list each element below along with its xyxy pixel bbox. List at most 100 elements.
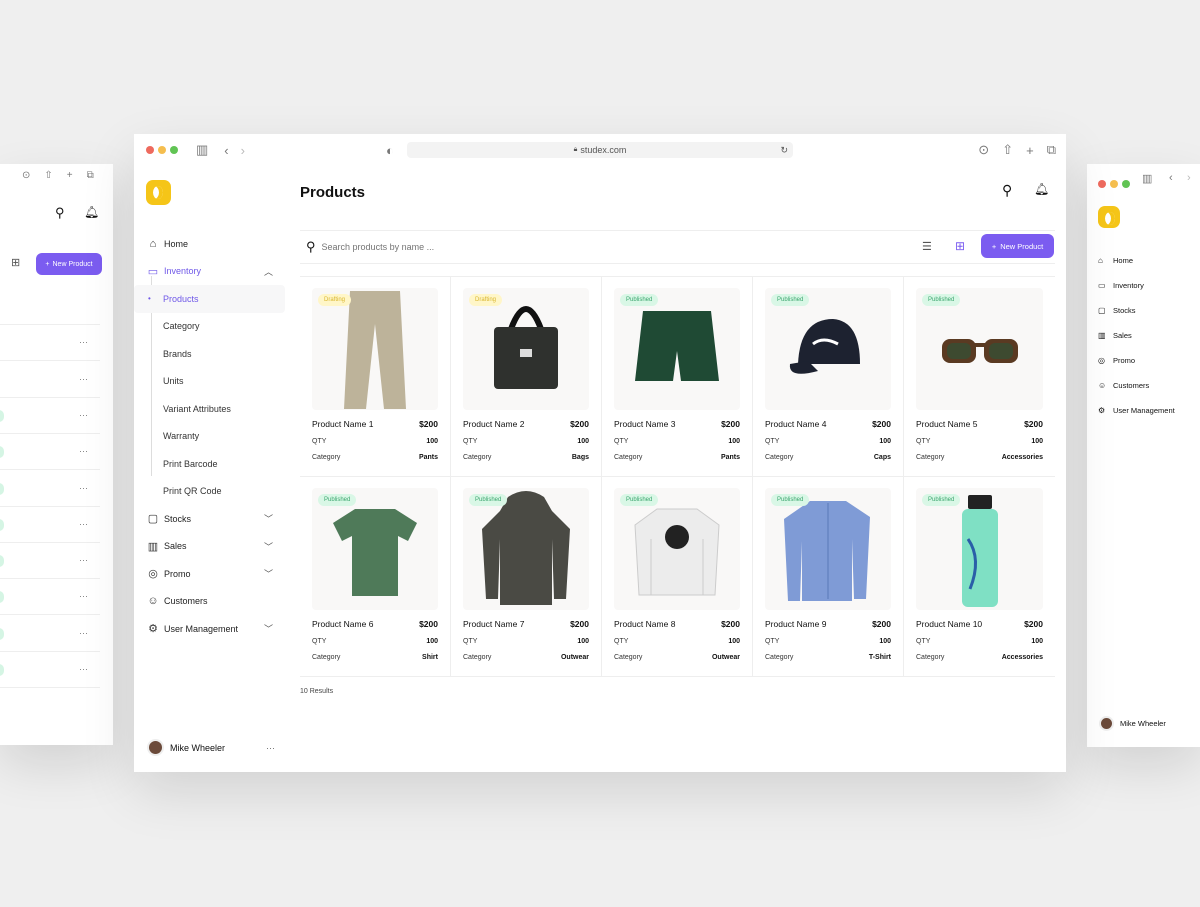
- more-icon[interactable]: ···: [79, 337, 88, 348]
- sidebar-item-label: Units: [163, 376, 184, 387]
- new-product-button[interactable]: + New Product: [981, 234, 1054, 258]
- table-row[interactable]: ···: [0, 543, 100, 580]
- logo: [1098, 206, 1120, 228]
- grid-view-icon[interactable]: ⊞: [955, 239, 966, 253]
- more-icon[interactable]: ···: [79, 555, 88, 566]
- reload-icon[interactable]: ↻: [780, 144, 788, 155]
- product-card[interactable]: Published Product Name 7 $200 QTY 100 Cate…: [451, 477, 602, 677]
- more-icon[interactable]: ···: [79, 482, 88, 493]
- sidebar-item-home[interactable]: ⌂ Home: [134, 230, 285, 258]
- more-icon[interactable]: ···: [79, 409, 88, 420]
- more-icon[interactable]: ···: [79, 664, 88, 674]
- sidebar-item-variant-attributes[interactable]: Variant Attributes: [134, 395, 285, 423]
- more-icon[interactable]: ···: [266, 742, 275, 753]
- table-row[interactable]: [0, 289, 100, 325]
- sidebar-toggle-icon[interactable]: ▥: [1142, 173, 1153, 185]
- sidebar-item-category[interactable]: Category: [134, 313, 285, 341]
- shield-icon[interactable]: ◐: [386, 143, 394, 158]
- tabs-icon[interactable]: ⧉: [86, 170, 94, 181]
- sidebar-item-print-barcode[interactable]: Print Barcode: [134, 450, 285, 478]
- chevron-down-icon[interactable]: ﹀: [263, 624, 273, 635]
- back-icon[interactable]: ‹: [1169, 172, 1173, 184]
- sidebar-item-promo[interactable]: ◎ Promo: [1087, 348, 1200, 373]
- sidebar-item-print-qr-code[interactable]: Print QR Code: [134, 478, 285, 506]
- list-view-icon[interactable]: ☰: [922, 241, 932, 253]
- search-icon[interactable]: ⚲: [1002, 182, 1013, 198]
- product-card[interactable]: Drafting Product Name 1 $200 QTY 100 Categ…: [300, 277, 451, 477]
- new-tab-icon[interactable]: +: [66, 170, 73, 181]
- more-icon[interactable]: ···: [79, 518, 88, 529]
- table-row[interactable]: ···: [0, 579, 100, 616]
- sidebar-item-user-management[interactable]: ⚙ User Management: [1087, 398, 1200, 423]
- search-input[interactable]: [321, 242, 722, 252]
- sidebar-item-user-management[interactable]: ⚙ User Management ﹀: [134, 615, 285, 643]
- table-row[interactable]: ···: [0, 362, 100, 398]
- table-row[interactable]: ···: [0, 325, 100, 362]
- back-icon[interactable]: ‹: [224, 142, 229, 158]
- product-image: Published: [614, 488, 740, 610]
- table-row[interactable]: ···: [0, 507, 100, 543]
- table-row[interactable]: ···: [0, 434, 100, 471]
- chevron-up-icon[interactable]: ︿: [263, 266, 273, 277]
- qty-value: 100: [728, 438, 740, 445]
- sidebar-item-customers[interactable]: ☺ Customers: [134, 588, 285, 616]
- product-price: $200: [570, 419, 589, 429]
- search-icon[interactable]: ⚲: [55, 205, 65, 220]
- sidebar-item-brands[interactable]: Brands: [134, 340, 285, 368]
- sidebar-item-units[interactable]: Units: [134, 368, 285, 396]
- sidebar-toggle-icon[interactable]: ▥: [196, 142, 209, 157]
- user-profile[interactable]: Mike Wheeler ···: [147, 739, 275, 756]
- sidebar-item-products[interactable]: • Products: [134, 285, 285, 313]
- sidebar-item-home[interactable]: ⌂ Home: [1087, 248, 1200, 273]
- more-icon[interactable]: ···: [79, 591, 88, 602]
- table-row[interactable]: ···: [0, 652, 100, 688]
- user-profile[interactable]: Mike Wheeler: [1099, 716, 1166, 731]
- forward-icon[interactable]: ›: [1187, 172, 1191, 184]
- new-tab-icon[interactable]: +: [1026, 142, 1034, 158]
- sidebar-item-promo[interactable]: ◎ Promo ﹀: [134, 560, 285, 588]
- product-card[interactable]: Published Product Name 5 $200 QTY 100 Cate…: [904, 277, 1055, 477]
- product-price: $200: [570, 619, 589, 629]
- share-icon[interactable]: ⇧: [1002, 142, 1014, 157]
- sidebar-item-customers[interactable]: ☺ Customers: [1087, 373, 1200, 398]
- forward-icon[interactable]: ›: [240, 142, 245, 158]
- tabs-icon[interactable]: ⧉: [1046, 142, 1056, 157]
- table-row[interactable]: ···: [0, 398, 100, 434]
- more-icon[interactable]: ···: [79, 446, 88, 457]
- download-icon[interactable]: ⊙: [978, 142, 990, 157]
- archive-icon: ▭: [147, 265, 159, 278]
- address-bar[interactable]: 🔒︎ studex.com ↻: [407, 142, 793, 158]
- new-product-button[interactable]: + New Product: [36, 253, 102, 275]
- chevron-down-icon[interactable]: ﹀: [263, 514, 273, 525]
- sidebar-item-stocks[interactable]: ▢ Stocks: [1087, 298, 1200, 323]
- chevron-down-icon[interactable]: ﹀: [263, 569, 273, 580]
- sidebar-item-inventory[interactable]: ▭ Inventory ︿: [134, 258, 285, 286]
- product-card[interactable]: Published Product Name 3 $200 QTY 100 Cate…: [602, 277, 753, 477]
- product-card[interactable]: Published Product Name 8 $200 QTY 100 Cate…: [602, 477, 753, 677]
- bell-icon[interactable]: 🔔︎: [1034, 182, 1050, 196]
- sidebar-item-sales[interactable]: ▥ Sales ﹀: [134, 533, 285, 561]
- table-row[interactable]: ···: [0, 616, 100, 652]
- product-card[interactable]: Published Product Name 10 $200 QTY 100 Cat…: [904, 477, 1055, 677]
- bell-icon[interactable]: 🔔︎: [84, 205, 100, 219]
- sidebar-item-inventory[interactable]: ▭ Inventory: [1087, 273, 1200, 298]
- minimize-button[interactable]: [158, 146, 166, 154]
- sidebar-item-warranty[interactable]: Warranty: [134, 423, 285, 451]
- table-row[interactable]: ···: [0, 471, 100, 507]
- more-icon[interactable]: ···: [79, 627, 88, 638]
- download-icon[interactable]: ⊙: [22, 170, 31, 181]
- product-card[interactable]: Published Product Name 9 $200 QTY 100 Cate…: [753, 477, 904, 677]
- sidebar-item-sales[interactable]: ▥ Sales: [1087, 323, 1200, 348]
- chevron-down-icon[interactable]: ﹀: [263, 541, 273, 552]
- product-card[interactable]: Drafting Product Name 2 $200 QTY 100 Categ…: [451, 277, 602, 477]
- maximize-button[interactable]: [170, 146, 178, 154]
- share-icon[interactable]: ⇧: [44, 170, 53, 181]
- product-card[interactable]: Published Product Name 4 $200 QTY 100 Cate…: [753, 277, 904, 477]
- close-button[interactable]: [146, 146, 154, 154]
- grid-view-icon[interactable]: ⊞: [11, 257, 21, 269]
- sidebar-item-stocks[interactable]: ▢ Stocks ﹀: [134, 505, 285, 533]
- qty-label: QTY: [765, 638, 780, 645]
- more-icon[interactable]: ···: [79, 373, 88, 384]
- qty-label: QTY: [614, 638, 629, 645]
- product-card[interactable]: Published Product Name 6 $200 QTY 100 Cate…: [300, 477, 451, 677]
